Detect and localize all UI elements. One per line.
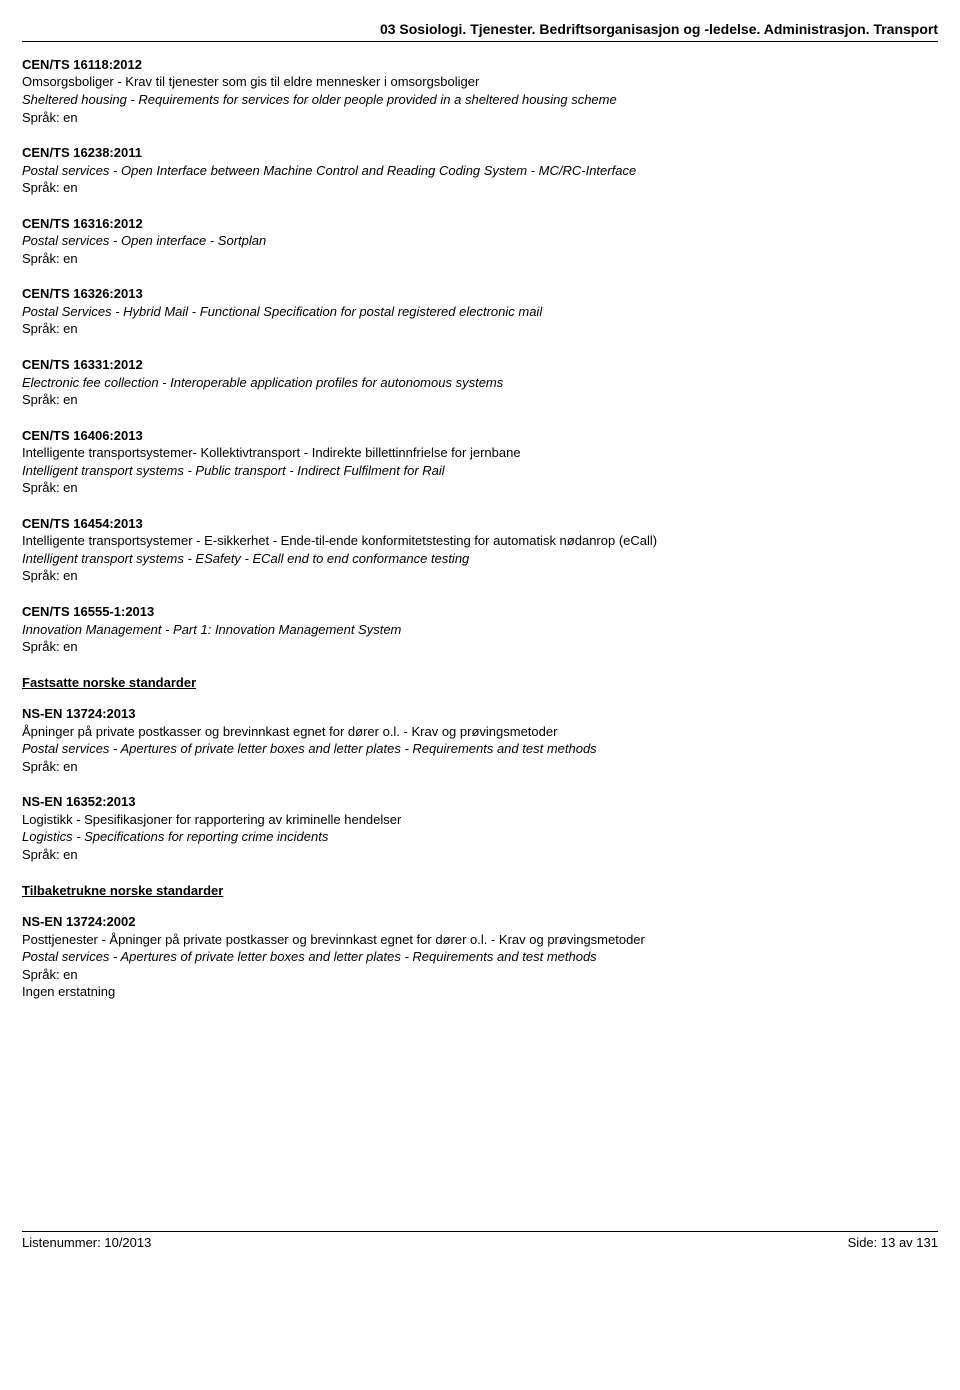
standard-title-en: Postal services - Open Interface between… <box>22 162 938 180</box>
page-footer: Listenummer: 10/2013 Side: 13 av 131 <box>22 1231 938 1252</box>
standard-title-en: Sheltered housing - Requirements for ser… <box>22 91 938 109</box>
standard-language: Språk: en <box>22 250 938 268</box>
standard-entry: CEN/TS 16555-1:2013 Innovation Managemen… <box>22 603 938 656</box>
standard-title-no: Logistikk - Spesifikasjoner for rapporte… <box>22 811 938 829</box>
section-heading-tilbaketrukne: Tilbaketrukne norske standarder <box>22 882 938 900</box>
standard-title-en: Postal Services - Hybrid Mail - Function… <box>22 303 938 321</box>
footer-left: Listenummer: 10/2013 <box>22 1234 151 1252</box>
standard-code: CEN/TS 16118:2012 <box>22 56 938 74</box>
standard-title-no: Intelligente transportsystemer - E-sikke… <box>22 532 938 550</box>
standard-entry: CEN/TS 16118:2012 Omsorgsboliger - Krav … <box>22 56 938 126</box>
standard-code: CEN/TS 16238:2011 <box>22 144 938 162</box>
standard-entry: CEN/TS 16316:2012 Postal services - Open… <box>22 215 938 268</box>
page-header: 03 Sosiologi. Tjenester. Bedriftsorganis… <box>22 20 938 42</box>
standard-language: Språk: en <box>22 758 938 776</box>
standard-code: NS-EN 13724:2013 <box>22 705 938 723</box>
standard-title-en: Logistics - Specifications for reporting… <box>22 828 938 846</box>
standard-title-en: Postal services - Apertures of private l… <box>22 740 938 758</box>
standard-title-en: Postal services - Apertures of private l… <box>22 948 938 966</box>
standard-title-en: Intelligent transport systems - ESafety … <box>22 550 938 568</box>
standard-code: CEN/TS 16316:2012 <box>22 215 938 233</box>
standard-title-en: Electronic fee collection - Interoperabl… <box>22 374 938 392</box>
standard-entry: NS-EN 16352:2013 Logistikk - Spesifikasj… <box>22 793 938 863</box>
standard-language: Språk: en <box>22 846 938 864</box>
standard-entry: CEN/TS 16331:2012 Electronic fee collect… <box>22 356 938 409</box>
standard-entry: CEN/TS 16238:2011 Postal services - Open… <box>22 144 938 197</box>
standard-title-no: Posttjenester - Åpninger på private post… <box>22 931 938 949</box>
standard-entry: CEN/TS 16454:2013 Intelligente transport… <box>22 515 938 585</box>
standard-entry: NS-EN 13724:2013 Åpninger på private pos… <box>22 705 938 775</box>
standard-entry: NS-EN 13724:2002 Posttjenester - Åpninge… <box>22 913 938 1001</box>
footer-right: Side: 13 av 131 <box>848 1234 938 1252</box>
standard-language: Språk: en <box>22 966 938 984</box>
standard-title-en: Innovation Management - Part 1: Innovati… <box>22 621 938 639</box>
standard-entry: CEN/TS 16326:2013 Postal Services - Hybr… <box>22 285 938 338</box>
standard-language: Språk: en <box>22 479 938 497</box>
standard-title-en: Postal services - Open interface - Sortp… <box>22 232 938 250</box>
standard-code: CEN/TS 16406:2013 <box>22 427 938 445</box>
standard-language: Språk: en <box>22 109 938 127</box>
standard-language: Språk: en <box>22 567 938 585</box>
standard-language: Språk: en <box>22 638 938 656</box>
standard-entry: CEN/TS 16406:2013 Intelligente transport… <box>22 427 938 497</box>
standard-no-replacement: Ingen erstatning <box>22 983 938 1001</box>
standard-code: NS-EN 13724:2002 <box>22 913 938 931</box>
standard-code: CEN/TS 16555-1:2013 <box>22 603 938 621</box>
standard-language: Språk: en <box>22 179 938 197</box>
standard-title-no: Intelligente transportsystemer- Kollekti… <box>22 444 938 462</box>
standard-code: CEN/TS 16454:2013 <box>22 515 938 533</box>
standard-code: CEN/TS 16331:2012 <box>22 356 938 374</box>
standard-code: NS-EN 16352:2013 <box>22 793 938 811</box>
standard-title-no: Omsorgsboliger - Krav til tjenester som … <box>22 73 938 91</box>
standard-title-en: Intelligent transport systems - Public t… <box>22 462 938 480</box>
standard-language: Språk: en <box>22 391 938 409</box>
standard-title-no: Åpninger på private postkasser og brevin… <box>22 723 938 741</box>
section-heading-fastsatte: Fastsatte norske standarder <box>22 674 938 692</box>
standard-language: Språk: en <box>22 320 938 338</box>
standard-code: CEN/TS 16326:2013 <box>22 285 938 303</box>
